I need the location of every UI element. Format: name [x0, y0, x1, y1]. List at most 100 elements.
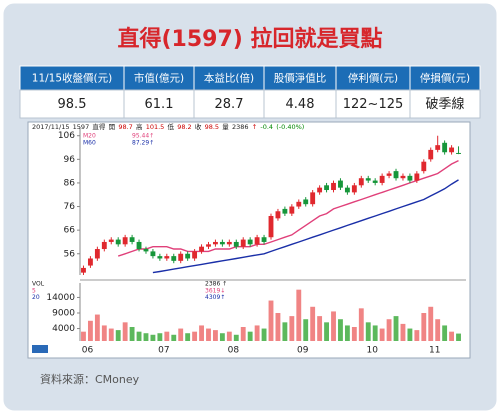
candle-body — [435, 145, 441, 150]
candle-body — [289, 206, 295, 214]
candle-body — [421, 161, 427, 172]
candle-body — [254, 237, 260, 245]
y-tick-label: 66 — [64, 226, 76, 236]
source: 資料來源：CMoney — [40, 372, 140, 386]
header-cell — [409, 65, 481, 91]
x-tick-label: 08 — [228, 346, 240, 356]
info-item: 1597 — [73, 123, 90, 131]
y-tick-label: 96 — [64, 155, 76, 165]
x-tick-label: 09 — [297, 346, 309, 356]
header-text: 11/15收盤價(元) — [32, 72, 112, 85]
candle-body — [219, 241, 225, 245]
candle-body — [122, 237, 128, 245]
header-text: 停利價(元) — [348, 72, 398, 85]
info-item: 98.2 — [177, 123, 191, 131]
cell-text: 28.7 — [215, 97, 244, 112]
cell-text: 61.1 — [145, 97, 174, 112]
candle-body — [213, 241, 218, 245]
y-tick-label: 56 — [64, 249, 76, 259]
volume-bar — [442, 325, 448, 341]
legend-value: 4309↑ — [205, 294, 225, 301]
volume-bar — [393, 316, 399, 341]
volume-bar — [261, 328, 267, 341]
volume-bar — [317, 316, 323, 341]
x-tick-label: 07 — [158, 346, 169, 356]
candle-body — [87, 258, 93, 266]
candle-body — [310, 192, 316, 205]
candle-body — [372, 180, 378, 183]
candle-body — [261, 237, 267, 242]
candle-body — [247, 239, 253, 245]
candle-body — [393, 171, 399, 179]
candle-body — [282, 208, 288, 214]
volume-bar — [164, 331, 170, 341]
x-tick-label: 11 — [429, 346, 440, 356]
volume-bar — [303, 319, 309, 341]
legend-name: 20 — [32, 294, 40, 301]
candle-body — [324, 185, 329, 191]
volume-bar — [456, 333, 461, 341]
table-cell — [335, 89, 411, 119]
candle-body — [358, 178, 364, 186]
candle-body — [331, 182, 336, 191]
volume-bar — [81, 331, 86, 341]
volume-bar — [421, 313, 427, 341]
volume-bar — [219, 333, 225, 341]
candle-body — [240, 239, 246, 247]
header-text: 股價淨值比 — [274, 72, 327, 85]
candle-body — [365, 178, 371, 181]
candle-body — [81, 267, 86, 273]
info-item: 2386 — [232, 123, 249, 131]
info-item: 高 — [136, 122, 143, 131]
info-item: 101.5 — [146, 123, 165, 131]
info-item: 低 — [168, 122, 175, 131]
candle-body — [171, 256, 177, 261]
volume-bar — [157, 333, 163, 341]
volume-last: 2386 ↑ — [205, 281, 227, 288]
info-item: 收 — [195, 122, 202, 131]
legend-name: M60 — [83, 140, 96, 147]
volume-bar — [282, 322, 288, 341]
candle-body — [94, 249, 100, 259]
legend-value: 87.29↑ — [132, 140, 154, 147]
candle-body — [115, 239, 121, 245]
info-item: 量 — [222, 123, 229, 131]
ma-line — [117, 159, 459, 257]
candle-body — [442, 142, 448, 153]
legend-value: 95.44↑ — [132, 133, 154, 140]
x-tick-label: 10 — [367, 346, 379, 356]
volume-bar — [87, 320, 93, 341]
header-text: 停損價(元) — [420, 72, 470, 85]
candle-body — [157, 256, 163, 259]
volume-bar — [365, 322, 371, 341]
candle-body — [101, 241, 107, 250]
candle-body — [379, 175, 385, 183]
candle-body — [206, 244, 211, 247]
table-cell — [19, 89, 125, 119]
volume-bar — [428, 306, 434, 341]
volume-bar — [435, 319, 441, 341]
volume-bar — [407, 328, 413, 341]
candle-body — [136, 241, 142, 250]
candle-body — [233, 241, 239, 247]
y-tick-label: 4000 — [52, 324, 75, 334]
y-tick-label: 86 — [64, 178, 76, 188]
candle-body — [303, 199, 309, 205]
candle-body — [344, 187, 350, 193]
volume-bar — [171, 334, 177, 341]
title: 直得(1597) 拉回就是買點 — [118, 26, 383, 52]
volume-bar — [351, 327, 357, 341]
volume-bar — [254, 325, 260, 341]
candle-body — [296, 201, 302, 207]
info-item: 開 — [109, 123, 116, 131]
volume-bar — [129, 327, 135, 341]
volume-bar — [449, 331, 455, 341]
volume-bar — [143, 333, 149, 341]
info-item: 98.5 — [205, 123, 219, 131]
candle-body — [351, 185, 357, 193]
volume-bar — [386, 319, 392, 341]
info-item: 98.7 — [118, 123, 132, 131]
candle-body — [275, 211, 281, 219]
header-text: 市值(億元) — [134, 72, 184, 85]
volume-title: VOL — [32, 281, 45, 288]
